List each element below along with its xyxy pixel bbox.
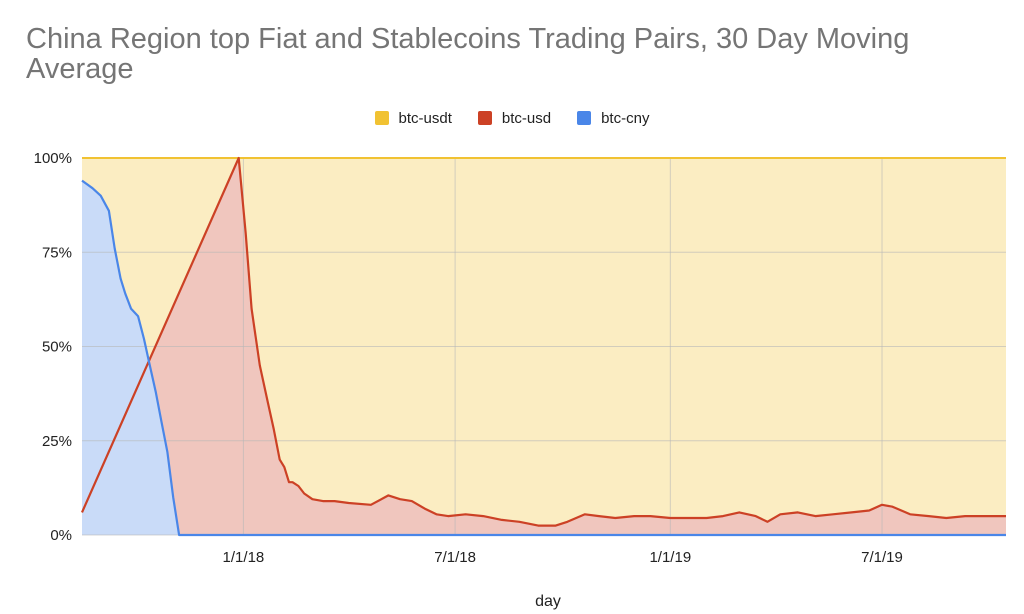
x-axis-title: day: [535, 593, 561, 610]
y-tick-label: 75%: [42, 244, 72, 261]
legend-label-btc-cny: btc-cny: [601, 109, 650, 127]
legend-swatch-btc-cny: [577, 111, 592, 125]
x-tick-label: 1/1/18: [223, 549, 265, 566]
legend-label-btc-usd: btc-usd: [501, 109, 552, 127]
x-tick-label: 7/1/19: [861, 549, 903, 566]
x-tick-label: 1/1/19: [649, 549, 691, 566]
legend-item-btc-usdt[interactable]: btc-usdt: [374, 109, 452, 127]
series-line-btc-usd: [80, 156, 1006, 527]
y-tick-label: 25%: [42, 433, 72, 450]
legend-swatch-btc-usdt: [374, 111, 389, 125]
y-tick-label: 50%: [42, 339, 72, 356]
x-tick-label: 7/1/18: [434, 549, 476, 566]
y-tick-label: 100%: [34, 150, 72, 167]
y-tick-label: 0%: [50, 527, 72, 544]
legend-swatch-btc-usd: [477, 111, 492, 125]
legend-item-btc-cny[interactable]: btc-cny: [577, 110, 649, 127]
series-area-btc-usd: [82, 158, 1006, 535]
legend-label-btc-usdt: btc-usdt: [398, 109, 452, 127]
legend-item-btc-usd[interactable]: btc-usd: [477, 109, 552, 127]
legend: btc-usdt btc-usd btc-cny: [0, 108, 1024, 128]
series-line-btc-cny: [81, 179, 1006, 537]
chart-title: China Region top Fiat and Stablecoins Tr…: [26, 23, 910, 85]
